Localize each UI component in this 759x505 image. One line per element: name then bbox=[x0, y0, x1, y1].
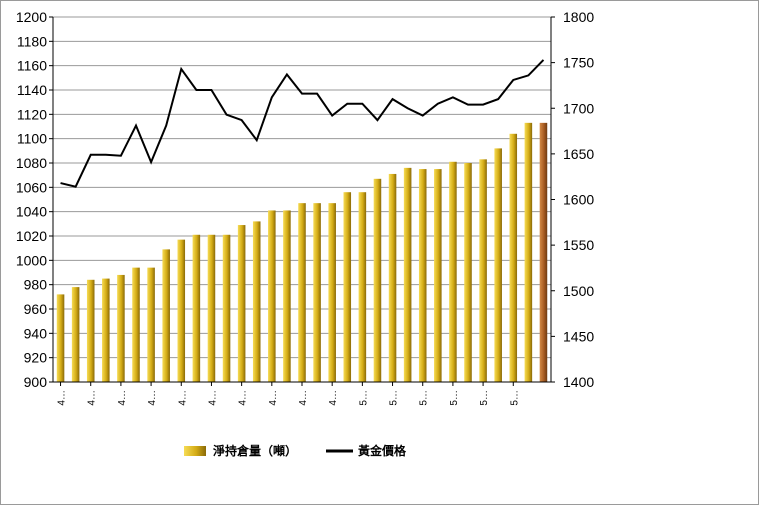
x-tick-label: 5… bbox=[509, 390, 520, 406]
bar bbox=[147, 267, 155, 382]
left-axis-ticks: 900 920 940 960 980 1000 1020 1040 1060 1080 1100 1… bbox=[16, 9, 53, 390]
left-tick-label: 1180 bbox=[17, 33, 47, 49]
x-tick-label: 4… bbox=[57, 390, 68, 406]
x-tick-label: 4… bbox=[147, 390, 158, 406]
x-tick-label: 5… bbox=[449, 390, 460, 406]
right-tick-label: 1600 bbox=[563, 192, 594, 208]
x-tick-label: 4… bbox=[298, 390, 309, 406]
left-tick-label: 1000 bbox=[16, 252, 47, 268]
left-tick-label: 1040 bbox=[16, 204, 47, 220]
left-tick-label: 980 bbox=[24, 277, 48, 293]
right-tick-label: 1750 bbox=[563, 55, 594, 71]
bar bbox=[373, 178, 382, 382]
bar bbox=[268, 210, 276, 382]
x-tick-label: 4… bbox=[117, 390, 128, 406]
right-tick-label: 1700 bbox=[563, 100, 594, 116]
left-tick-label: 1080 bbox=[16, 155, 47, 171]
bar bbox=[328, 203, 336, 382]
bar bbox=[177, 239, 186, 382]
bar bbox=[403, 167, 412, 382]
bar bbox=[56, 294, 65, 382]
right-tick-label: 1650 bbox=[563, 146, 594, 162]
bar bbox=[313, 203, 321, 382]
left-tick-label: 1140 bbox=[17, 82, 47, 98]
bar bbox=[298, 203, 306, 382]
right-tick-label: 1800 bbox=[563, 9, 594, 25]
x-tick-label: 5… bbox=[419, 390, 430, 406]
bar bbox=[434, 169, 442, 382]
left-tick-label: 1100 bbox=[17, 131, 47, 147]
x-tick-label: 4… bbox=[177, 390, 188, 406]
bar bbox=[479, 159, 487, 382]
x-axis-ticks: 4… 4… 4… 4… 4… 4… 4… 4… 4… 4… 5… 5… 5… 5… 5… 5… bbox=[57, 382, 520, 406]
right-axis-ticks: 1400 1450 1500 1550 1600 1650 1700 1750 1800 bbox=[551, 9, 594, 390]
bar bbox=[494, 148, 502, 382]
bar bbox=[192, 234, 201, 382]
x-tick-label: 5… bbox=[358, 390, 369, 406]
bar bbox=[237, 225, 246, 382]
bar bbox=[283, 210, 291, 382]
right-tick-label: 1500 bbox=[563, 283, 594, 299]
left-tick-label: 1120 bbox=[17, 106, 47, 122]
bar bbox=[117, 274, 125, 382]
bar bbox=[102, 278, 110, 382]
x-tick-label: 4… bbox=[87, 390, 98, 406]
x-tick-label: 4… bbox=[238, 390, 249, 406]
bar bbox=[449, 161, 457, 382]
bar bbox=[71, 287, 80, 382]
left-tick-label: 1020 bbox=[16, 228, 47, 244]
bar bbox=[539, 122, 548, 382]
x-tick-label: 4… bbox=[268, 390, 279, 406]
bar bbox=[464, 163, 472, 382]
x-tick-label: 5… bbox=[479, 390, 490, 406]
bar bbox=[524, 122, 533, 382]
left-tick-label: 1200 bbox=[16, 9, 47, 25]
left-tick-label: 1060 bbox=[16, 179, 47, 195]
x-tick-label: 5… bbox=[389, 390, 400, 406]
bar bbox=[86, 279, 95, 382]
line-series bbox=[60, 59, 545, 188]
legend-bar-label: 淨持倉量（噸） bbox=[212, 443, 297, 458]
bar bbox=[509, 133, 518, 382]
right-tick-label: 1450 bbox=[563, 328, 594, 344]
legend-bar-swatch bbox=[184, 446, 206, 456]
bar bbox=[252, 221, 261, 382]
x-tick-label: 4… bbox=[207, 390, 218, 406]
bar bbox=[388, 173, 397, 382]
bar bbox=[343, 192, 352, 382]
legend: 淨持倉量（噸） 黃金價格 bbox=[184, 443, 407, 458]
bar bbox=[418, 169, 427, 382]
x-tick-label: 4… bbox=[328, 390, 339, 406]
bar bbox=[132, 267, 140, 382]
left-tick-label: 920 bbox=[24, 350, 48, 366]
left-tick-label: 960 bbox=[24, 301, 48, 317]
bar bbox=[358, 192, 367, 382]
bar bbox=[162, 249, 170, 382]
bar bbox=[207, 234, 216, 382]
bar-series bbox=[56, 122, 548, 382]
left-tick-label: 900 bbox=[24, 374, 48, 390]
right-tick-label: 1400 bbox=[563, 374, 594, 390]
left-tick-label: 940 bbox=[24, 325, 48, 341]
bar bbox=[222, 234, 231, 382]
legend-line-label: 黃金價格 bbox=[357, 443, 407, 458]
left-tick-label: 1160 bbox=[17, 58, 47, 74]
right-tick-label: 1550 bbox=[563, 237, 594, 253]
